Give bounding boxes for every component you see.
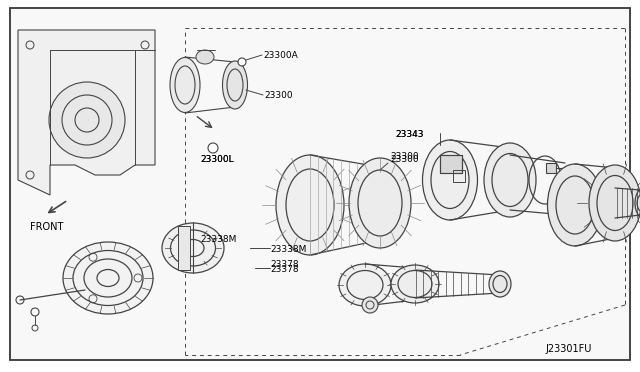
Ellipse shape bbox=[391, 265, 439, 303]
Ellipse shape bbox=[484, 143, 536, 217]
Text: 23343: 23343 bbox=[395, 130, 424, 139]
Ellipse shape bbox=[349, 158, 411, 248]
Bar bbox=[178, 226, 190, 270]
Text: 23338M: 23338M bbox=[200, 235, 236, 244]
Ellipse shape bbox=[63, 242, 153, 314]
Circle shape bbox=[208, 143, 218, 153]
Text: 23300A: 23300A bbox=[263, 51, 298, 60]
Polygon shape bbox=[18, 30, 155, 195]
Bar bbox=[453, 170, 465, 182]
Ellipse shape bbox=[489, 271, 511, 297]
Text: 23343: 23343 bbox=[395, 130, 424, 139]
Text: 23300L: 23300L bbox=[200, 155, 234, 164]
Circle shape bbox=[49, 82, 125, 158]
Circle shape bbox=[362, 297, 378, 313]
Text: 23300: 23300 bbox=[390, 152, 419, 161]
Text: 23300: 23300 bbox=[390, 155, 419, 164]
Text: 23378: 23378 bbox=[270, 265, 299, 274]
Ellipse shape bbox=[196, 50, 214, 64]
Ellipse shape bbox=[589, 165, 640, 241]
Ellipse shape bbox=[170, 58, 200, 112]
Text: 23300: 23300 bbox=[264, 91, 292, 100]
Ellipse shape bbox=[223, 61, 248, 109]
Ellipse shape bbox=[422, 140, 477, 220]
Circle shape bbox=[238, 58, 246, 66]
Ellipse shape bbox=[547, 164, 602, 246]
Ellipse shape bbox=[339, 264, 391, 306]
Ellipse shape bbox=[276, 155, 344, 255]
Text: 23378: 23378 bbox=[270, 260, 299, 269]
Text: 23300L: 23300L bbox=[200, 155, 234, 164]
Bar bbox=[440, 155, 462, 173]
Text: FRONT: FRONT bbox=[30, 222, 63, 232]
Text: 23338M: 23338M bbox=[270, 245, 307, 254]
Text: J23301FU: J23301FU bbox=[545, 344, 591, 354]
Ellipse shape bbox=[637, 194, 640, 212]
Bar bbox=[440, 155, 462, 173]
Ellipse shape bbox=[162, 223, 224, 273]
Bar bbox=[546, 163, 556, 173]
